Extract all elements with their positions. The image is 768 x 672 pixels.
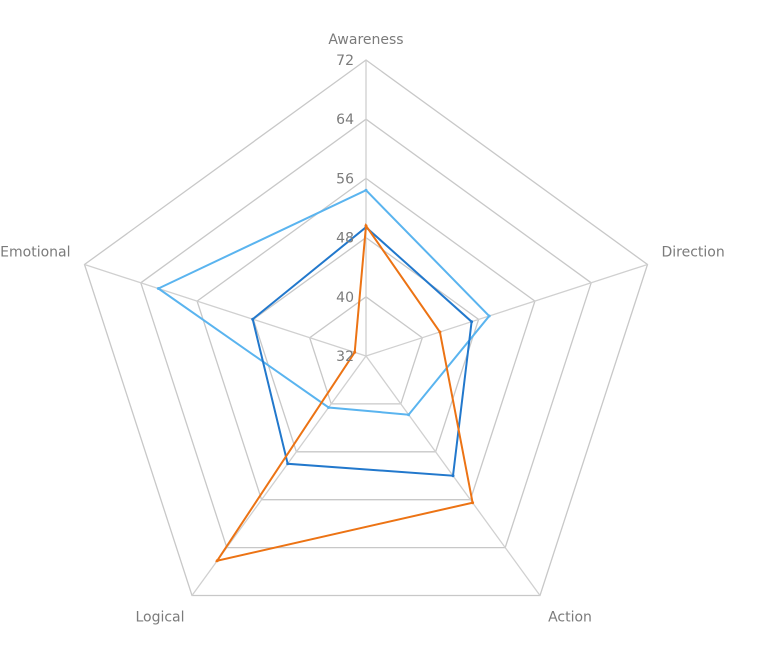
series-3-point-action — [471, 501, 475, 505]
grid-ring-40 — [308, 295, 424, 405]
radial-tick-labels: 32 40 48 56 64 72 — [336, 53, 354, 365]
radar-spokes — [84, 60, 648, 596]
series-1-line — [156, 188, 491, 416]
axis-label-awareness: Awareness — [328, 32, 403, 48]
series-1-point-awareness — [364, 188, 368, 192]
series-3-point-emotional — [353, 350, 357, 354]
grid-ring-72 — [83, 59, 649, 597]
series-3 — [214, 222, 475, 563]
series-2-point-emotional — [251, 317, 255, 321]
tick-label: 56 — [336, 171, 354, 187]
radar-series — [156, 188, 491, 563]
tick-label: 32 — [336, 349, 354, 365]
series-2-point-logical — [286, 462, 290, 466]
grid-ring-56 — [196, 177, 536, 501]
grid-ring-48 — [252, 236, 480, 453]
axis-label-logical: Logical — [135, 610, 184, 626]
series-1 — [156, 188, 491, 417]
series-3-point-direction — [438, 330, 442, 334]
series-2-point-direction — [470, 320, 474, 324]
axis-label-action: Action — [548, 610, 592, 626]
tick-label: 64 — [336, 112, 354, 128]
series-3-point-awareness — [364, 224, 368, 228]
series-2-point-action — [451, 474, 455, 478]
spoke-direction — [365, 263, 648, 357]
tick-label: 48 — [336, 231, 354, 247]
series-1-point-direction — [487, 314, 491, 318]
series-3-line — [214, 222, 474, 563]
series-2 — [251, 225, 474, 478]
axis-label-direction: Direction — [662, 245, 725, 261]
series-3-point-logical — [215, 559, 219, 563]
series-2-line — [251, 225, 473, 477]
tick-label: 40 — [336, 290, 354, 306]
axis-label-emotional: Emotional — [0, 245, 70, 261]
radar-grid — [83, 59, 649, 597]
axis-labels: Awareness Direction Action Logical Emotional — [0, 32, 725, 626]
tick-label: 72 — [336, 53, 354, 69]
series-1-point-action — [407, 413, 411, 417]
spoke-emotional — [84, 263, 367, 357]
grid-ring-64 — [140, 118, 592, 549]
series-1-point-emotional — [156, 287, 160, 290]
series-1-point-logical — [327, 406, 331, 409]
